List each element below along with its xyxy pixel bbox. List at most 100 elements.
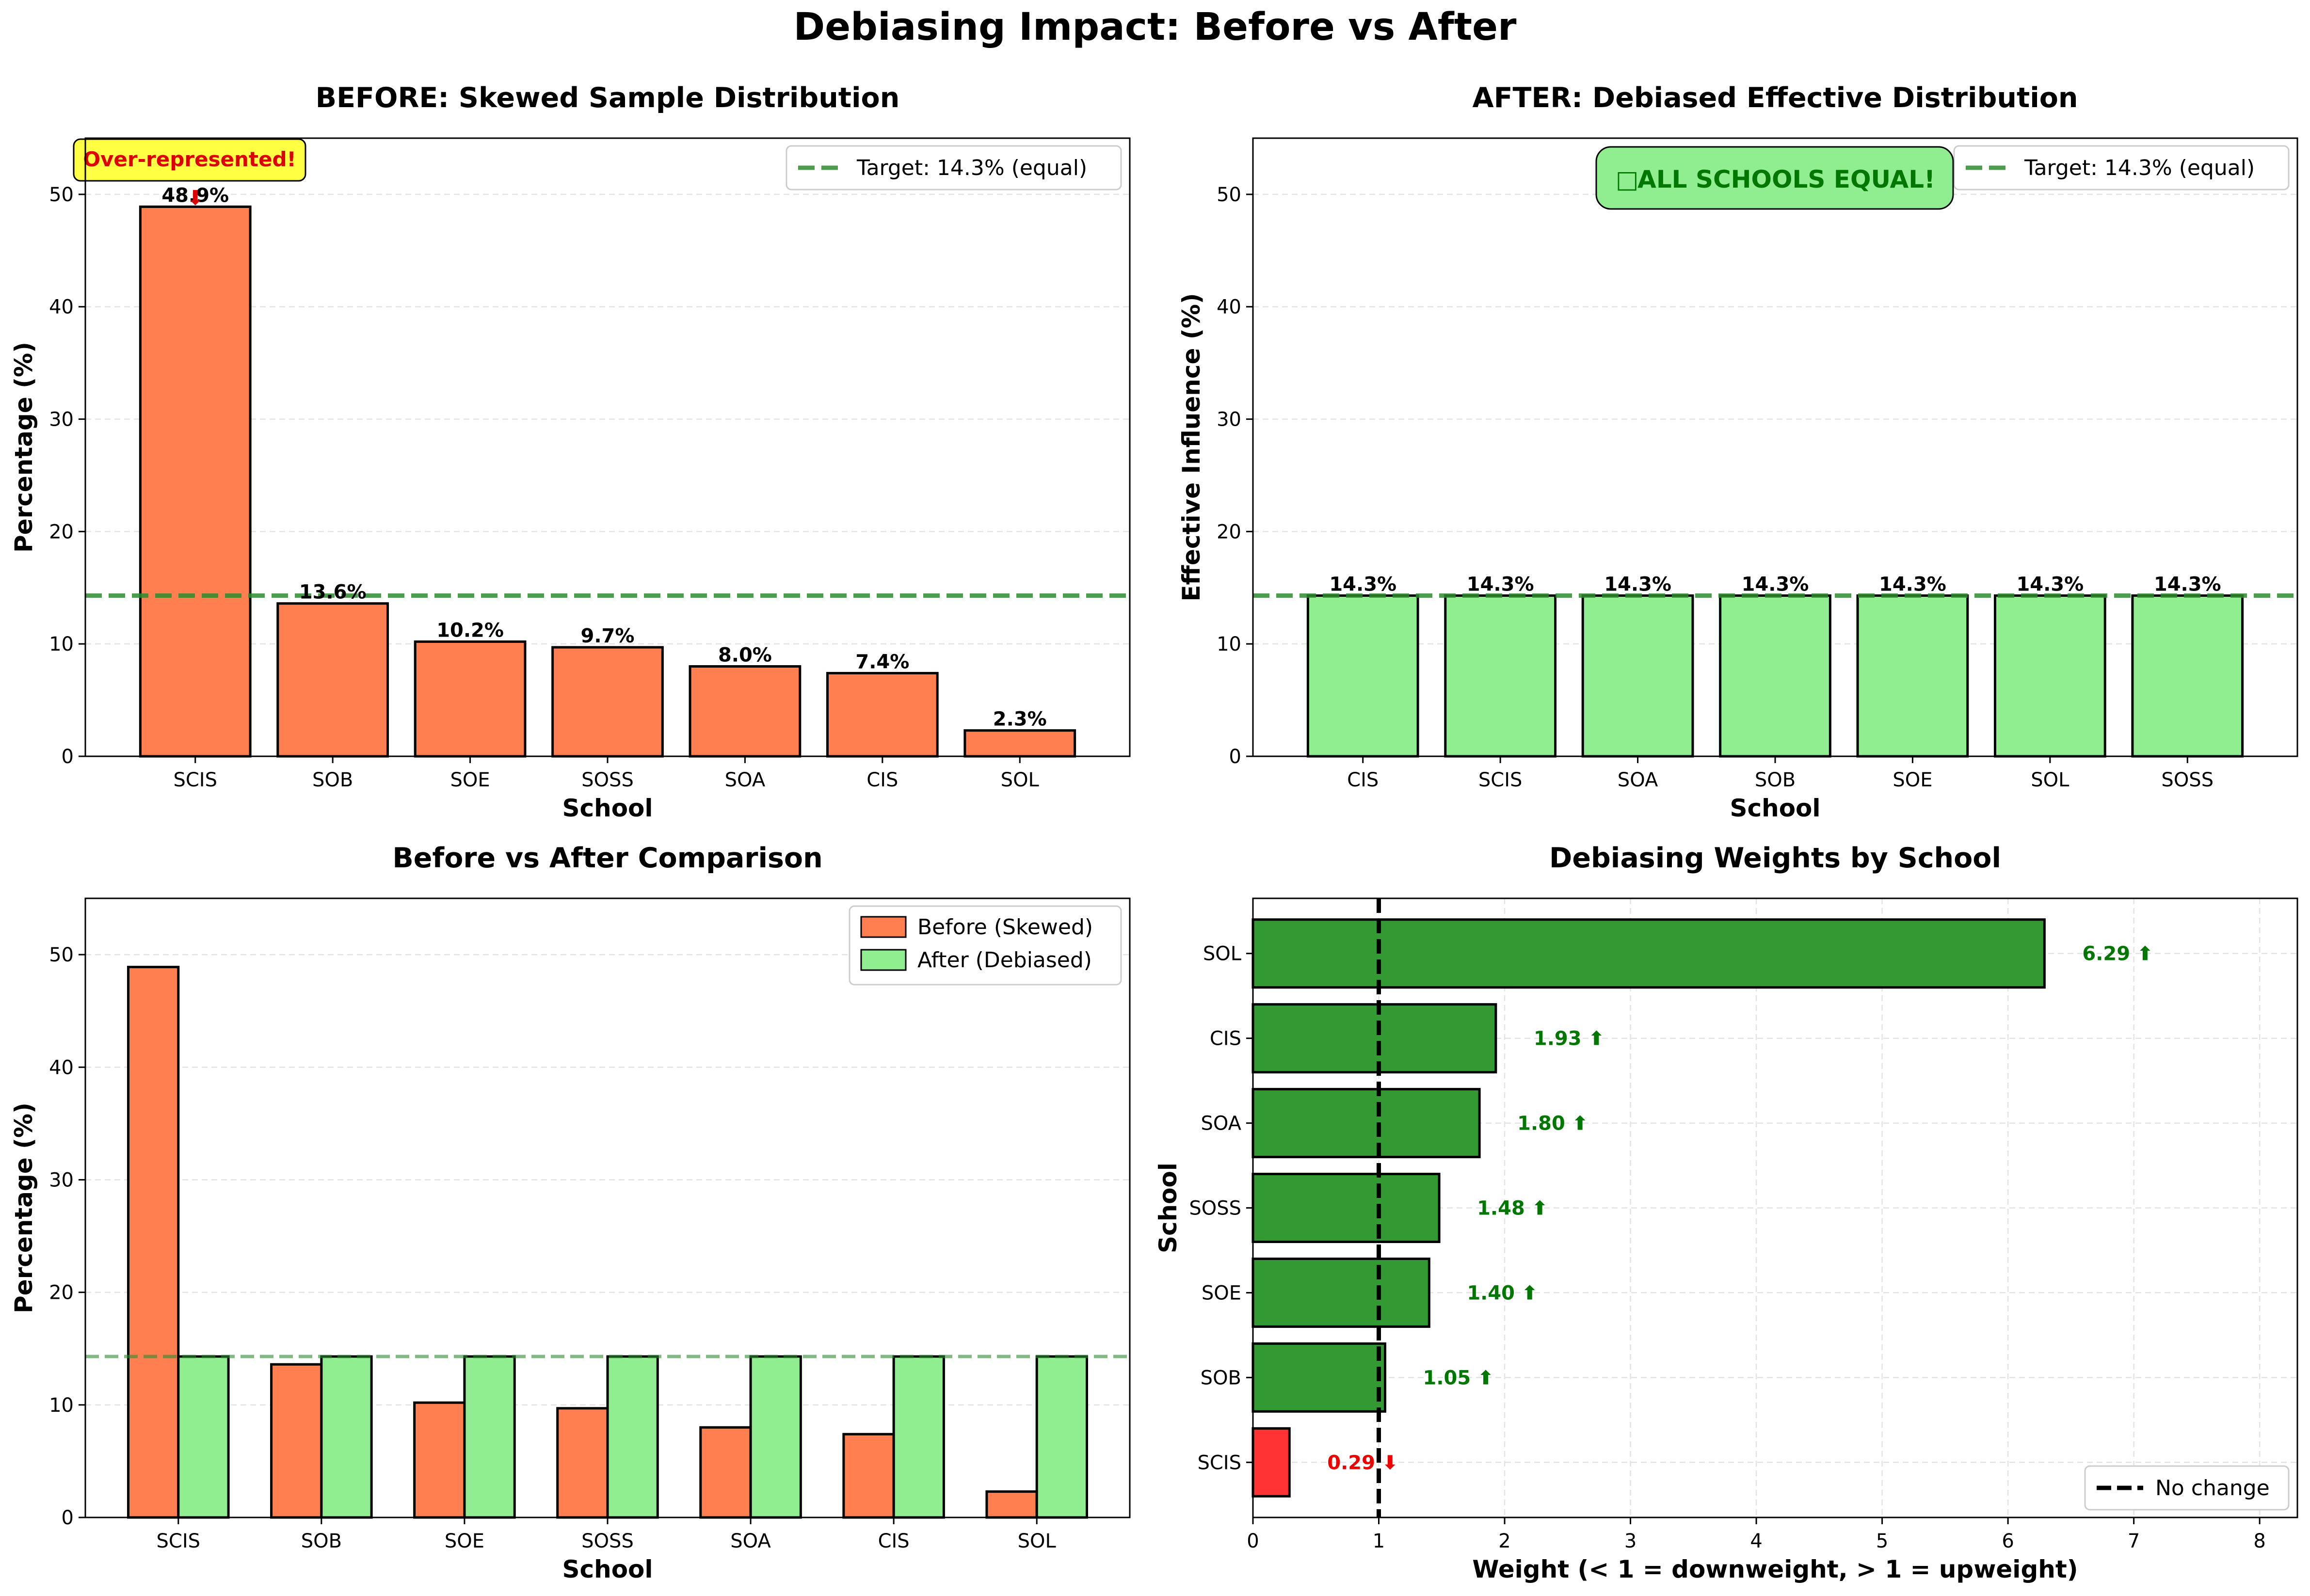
check-icon: □ — [1616, 165, 1638, 193]
bar — [689, 665, 802, 758]
x-axis-label: School — [1730, 794, 1820, 822]
down-arrow-icon: ⬇ — [187, 186, 204, 209]
y-tick-label: 0 — [62, 1507, 74, 1529]
axes-frame — [1252, 137, 2298, 757]
weight-bar — [1251, 1088, 1481, 1159]
value-label: 7.4% — [855, 651, 909, 673]
legend-label-target: Target: 14.3% (equal) — [2024, 156, 2255, 180]
bar — [1993, 594, 2106, 758]
annotation: Over-represented! ⬇ — [73, 138, 306, 209]
legend-label-target: Target: 14.3% (equal) — [856, 156, 1087, 180]
bar — [1856, 594, 1969, 758]
bar — [826, 671, 939, 758]
legend: Target: 14.3% (equal) — [1953, 145, 2290, 191]
axes-frame — [1252, 897, 2298, 1518]
bar — [1581, 594, 1694, 758]
y-tick-label: SOL — [1203, 943, 1242, 965]
value-label: 14.3% — [1604, 574, 1671, 596]
x-tick-label: 6 — [2002, 1530, 2014, 1552]
bar — [963, 729, 1076, 758]
badge-text: ALL SCHOOLS EQUAL! — [1637, 165, 1935, 193]
x-axis-label: School — [562, 794, 653, 822]
bar-after — [892, 1355, 945, 1519]
y-tick-label: 30 — [49, 1169, 74, 1191]
weight-value-label: 1.05 ⬆ — [1423, 1367, 1493, 1389]
bar — [1444, 594, 1557, 758]
value-label: 14.3% — [2154, 574, 2221, 596]
weight-value-label: 1.48 ⬆ — [1477, 1197, 1548, 1220]
weight-value-label: 6.29 ⬆ — [2082, 943, 2153, 965]
x-tick-label: SOSS — [581, 769, 634, 791]
x-tick-label: SOE — [445, 1530, 484, 1552]
x-tick-label: CIS — [878, 1530, 910, 1552]
x-tick-label: 0 — [1247, 1530, 1259, 1552]
x-tick-label: 1 — [1373, 1530, 1385, 1552]
value-label: 14.3% — [1329, 574, 1396, 596]
value-label: 48.9% — [161, 184, 229, 207]
value-label: 13.6% — [299, 581, 367, 604]
x-tick-label: 3 — [1624, 1530, 1636, 1552]
value-label: 9.7% — [581, 625, 635, 647]
y-tick-label: 10 — [49, 1394, 74, 1417]
legend: Target: 14.3% (equal) — [786, 145, 1122, 191]
weight-value-label: 1.93 ⬆ — [1534, 1028, 1604, 1050]
before-chart: 0 10 20 30 40 50 Percentage (%) 48.9% 13.6% 10.2%… — [10, 82, 1131, 822]
y-tick-label: 50 — [49, 944, 74, 966]
x-tick-label: 7 — [2128, 1530, 2140, 1552]
value-label: 14.3% — [1467, 574, 1534, 596]
annotation-box — [73, 138, 306, 182]
weight-bar — [1251, 1342, 1386, 1413]
y-tick-label: 40 — [1217, 296, 1241, 319]
bar — [1306, 594, 1419, 758]
chart-title: Before vs After Comparison — [392, 842, 822, 874]
value-label: 14.3% — [1879, 574, 1946, 596]
y-tick-label: 40 — [49, 296, 74, 319]
legend-label: After (Debiased) — [917, 948, 1092, 973]
x-tick-label: SCIS — [173, 769, 217, 791]
weight-value-label: 0.29 ⬇ — [1327, 1452, 1398, 1474]
value-label: 2.3% — [993, 708, 1047, 731]
annotation-text: Over-represented! — [83, 147, 296, 171]
weight-bar — [1251, 1003, 1497, 1074]
bar-before — [556, 1407, 609, 1519]
comparison-chart: 0 10 20 30 40 50 Percentage (%) SCIS SOB SOE SOSS S… — [10, 842, 1131, 1583]
bar-after — [177, 1355, 230, 1519]
x-tick-label: SOB — [301, 1530, 342, 1552]
legend-swatch — [860, 916, 907, 938]
x-tick-label: SCIS — [157, 1530, 201, 1552]
legend-box — [2084, 1465, 2290, 1511]
x-tick-label: 5 — [1876, 1530, 1888, 1552]
y-tick-label: 10 — [49, 633, 74, 655]
y-tick-label: 50 — [49, 184, 74, 206]
after-chart: 0 10 20 30 40 50 Effective Influence (%) 14.3% 1… — [1177, 82, 2298, 822]
weight-bar — [1251, 1173, 1441, 1243]
y-tick-label: SOB — [1201, 1367, 1241, 1389]
x-tick-label: SCIS — [1478, 769, 1523, 791]
weights-chart: 0 1 2 3 4 5 6 7 8 0.29 ⬇ 1.05 ⬆ 1.40 ⬆ 1.48 ⬆ 1.80 ⬆ 1… — [1154, 842, 2298, 1583]
bar — [276, 602, 389, 758]
weight-value-label: 1.80 ⬆ — [1517, 1113, 1588, 1135]
x-tick-label: 8 — [2253, 1530, 2265, 1552]
y-tick-label: SOSS — [1189, 1197, 1241, 1220]
x-tick-label: 2 — [1498, 1530, 1510, 1552]
y-axis-label: Effective Influence (%) — [1177, 293, 1205, 601]
bar-after — [749, 1355, 802, 1519]
y-tick-label: 30 — [49, 409, 74, 431]
bar — [139, 205, 252, 758]
y-axis-label: Percentage (%) — [10, 1102, 38, 1313]
chart-title: Debiasing Weights by School — [1549, 842, 2001, 874]
weight-value-label: 1.40 ⬆ — [1467, 1282, 1538, 1304]
bar-after — [606, 1355, 659, 1519]
x-tick-label: SOA — [1618, 769, 1658, 791]
y-tick-label: SCIS — [1197, 1452, 1241, 1474]
x-tick-label: 4 — [1750, 1530, 1762, 1552]
x-axis-label: Weight (< 1 = downweight, > 1 = upweight… — [1472, 1555, 2078, 1583]
value-label: 14.3% — [2016, 574, 2084, 596]
bar-before — [127, 966, 180, 1519]
y-tick-label: SOE — [1202, 1282, 1241, 1304]
x-tick-label: SOB — [1755, 769, 1796, 791]
bar-before — [985, 1490, 1038, 1519]
chart-title: AFTER: Debiased Effective Distribution — [1473, 82, 2078, 114]
